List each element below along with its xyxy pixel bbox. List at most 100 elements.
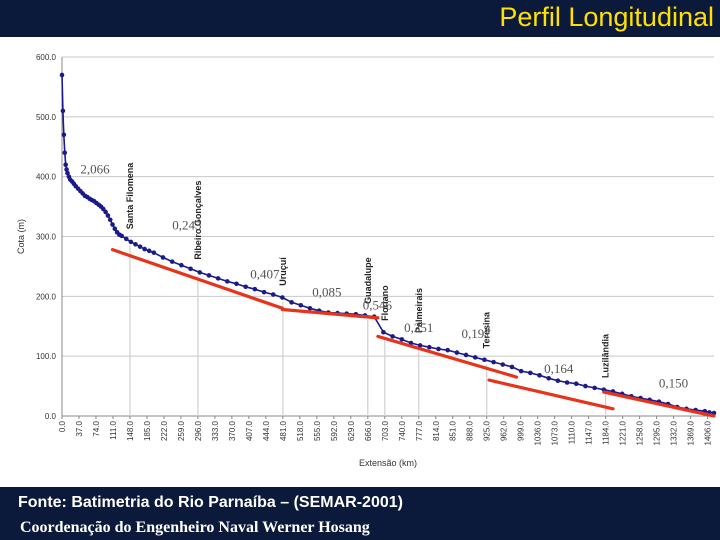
x-tick-label: 1295.0 <box>653 420 662 445</box>
profile-point <box>224 279 230 284</box>
profile-point <box>436 346 441 352</box>
x-axis-title: Extensão (km) <box>359 458 417 468</box>
credit-note: Coordenação do Engenheiro Naval Werner H… <box>20 519 370 536</box>
profile-point <box>592 385 597 391</box>
x-tick-label: 777.0 <box>415 420 424 441</box>
profile-point <box>500 362 506 367</box>
profile-point <box>518 368 524 374</box>
profile-point <box>280 295 285 300</box>
x-tick-label: 1184.0 <box>602 420 611 444</box>
profile-point <box>133 241 138 247</box>
x-tick-label: 1258.0 <box>636 420 645 445</box>
profile-point <box>188 266 193 272</box>
x-tick-label: 925.0 <box>483 420 492 441</box>
y-tick-label: 400.0 <box>36 173 57 182</box>
profile-point <box>509 364 515 370</box>
profile-point <box>142 246 147 252</box>
profile-point <box>298 303 304 308</box>
profile-point <box>128 239 134 245</box>
profile-point <box>197 270 203 275</box>
city-label: Uruçuí <box>278 257 288 286</box>
y-tick-label: 100.0 <box>36 352 57 361</box>
x-tick-label: 999.0 <box>517 420 526 441</box>
profile-point <box>546 376 552 381</box>
profile-point <box>105 213 111 218</box>
slope-annotation: 0,085 <box>312 284 341 299</box>
x-tick-label: 111.0 <box>109 420 118 439</box>
x-tick-label: 148.0 <box>126 420 135 441</box>
trend-segment <box>110 248 284 310</box>
x-tick-label: 1036.0 <box>534 420 543 445</box>
profile-point <box>583 383 588 389</box>
slope-annotation: 0,164 <box>544 361 574 376</box>
profile-point <box>528 370 533 376</box>
profile-point <box>107 217 113 223</box>
x-tick-label: 222.0 <box>160 420 169 441</box>
x-tick-label: 37.0 <box>75 420 84 436</box>
x-tick-label: 740.0 <box>398 420 407 441</box>
y-tick-label: 500.0 <box>36 113 57 122</box>
x-tick-label: 1110.0 <box>568 420 577 444</box>
profile-point <box>137 244 143 249</box>
profile-point <box>160 255 166 260</box>
x-tick-label: 888.0 <box>466 420 475 441</box>
profile-point <box>65 170 70 176</box>
city-label: Guadalupe <box>363 257 373 304</box>
x-tick-label: 296.0 <box>194 420 203 441</box>
profile-point <box>243 284 248 290</box>
profile-point <box>64 167 69 172</box>
profile-point <box>261 289 267 295</box>
x-tick-label: 444.0 <box>262 420 271 441</box>
y-tick-label: 300.0 <box>36 233 57 242</box>
profile-point <box>307 306 313 311</box>
x-tick-label: 259.0 <box>177 420 186 441</box>
x-tick-label: 851.0 <box>449 420 458 441</box>
profile-point <box>472 355 478 360</box>
y-tick-label: 600.0 <box>36 53 57 62</box>
x-tick-label: 1406.0 <box>704 420 713 445</box>
x-tick-label: 629.0 <box>347 420 356 441</box>
profile-point <box>179 262 184 268</box>
profile-point <box>445 347 450 353</box>
profile-point <box>215 276 221 281</box>
x-tick-label: 0.0 <box>58 420 67 432</box>
x-tick-label: 962.0 <box>500 420 509 441</box>
x-tick-label: 481.0 <box>279 420 288 441</box>
profile-point <box>234 281 239 287</box>
profile-point <box>564 380 570 385</box>
profile-point <box>60 108 66 114</box>
city-label: Floriano <box>380 285 390 321</box>
profile-point <box>454 350 460 355</box>
profile-point <box>61 132 67 138</box>
profile-point <box>252 286 258 292</box>
profile-point <box>463 352 469 358</box>
trend-segment <box>487 378 615 411</box>
profile-point <box>399 337 405 342</box>
x-tick-label: 814.0 <box>432 420 441 441</box>
profile-point <box>169 259 175 264</box>
x-tick-label: 185.0 <box>143 420 152 441</box>
x-tick-label: 1369.0 <box>687 420 696 445</box>
footer-band <box>0 487 720 540</box>
slope-annotation: 0,197 <box>461 326 491 341</box>
profile-point <box>482 357 487 363</box>
x-tick-label: 1073.0 <box>551 420 560 445</box>
profile-line <box>61 74 715 414</box>
slope-annotation: 0,251 <box>404 320 433 335</box>
x-tick-label: 1147.0 <box>585 420 594 444</box>
slope-annotation: 0,546 <box>363 297 393 312</box>
y-tick-label: 0.0 <box>45 412 57 421</box>
source-note: Fonte: Batimetria do Rio Parnaíba – (SEM… <box>18 494 403 511</box>
profile-point <box>491 359 496 365</box>
profile-point <box>59 72 65 78</box>
trend-segment <box>602 390 716 418</box>
y-axis-title: Cota (m) <box>16 219 26 254</box>
trend-segment <box>376 334 519 379</box>
profile-point <box>270 292 276 297</box>
profile-point <box>62 150 68 156</box>
city-label: Santa Filomena <box>125 162 135 230</box>
city-label: Teresina <box>482 311 492 348</box>
slope-annotation: 0,407 <box>250 266 280 281</box>
profile-point <box>123 236 129 242</box>
x-tick-label: 333.0 <box>211 420 220 441</box>
